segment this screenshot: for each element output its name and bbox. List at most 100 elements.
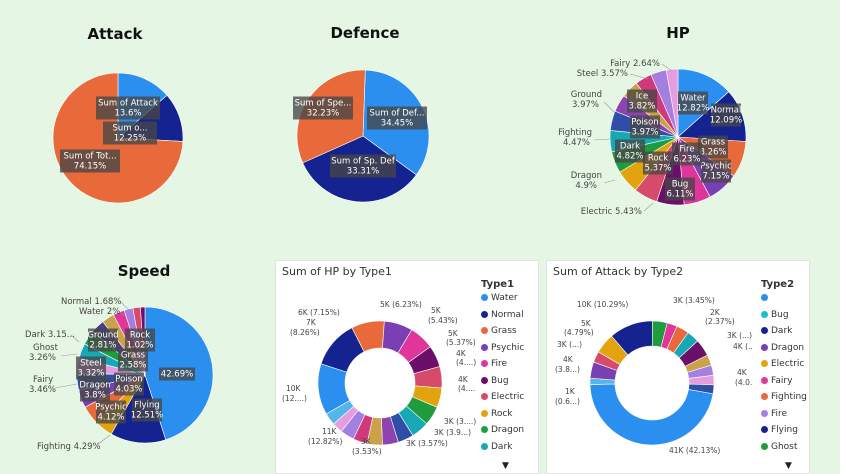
outer-label: 5K (6.23%) [380, 300, 422, 309]
legend-label: Dragon [491, 425, 525, 435]
data-label-text: 12.09% [710, 116, 742, 126]
legend-swatch [481, 294, 488, 301]
data-label-text: 42.69% [161, 370, 193, 380]
outer-label: Steel 3.57% [577, 69, 628, 79]
leader-line [54, 383, 78, 389]
attack-by-type2-donut[interactable]: 10K (10.29%) 3K (3.45%) 2K(2.37%) 3K (...) 4… [547, 281, 752, 471]
legend-item[interactable]: Water [481, 293, 518, 303]
legend-item[interactable]: Ghost [761, 442, 797, 452]
legend-item[interactable]: Psychic [481, 343, 524, 353]
data-label-text: 6.11% [666, 190, 693, 200]
outer-label: Fighting [558, 128, 592, 138]
data-label-text: Bug [672, 180, 689, 190]
outer-label: (2.37%) [705, 317, 735, 326]
outer-label: (4.0...) [735, 378, 752, 387]
outer-label: 5K [448, 329, 459, 338]
data-label-text: Rock [648, 154, 668, 164]
leader-line [603, 179, 616, 184]
legend-swatch [481, 442, 488, 450]
legend-scroll-down-icon[interactable]: ▼ [785, 461, 792, 471]
legend-swatch [481, 360, 488, 367]
legend-label: Fire [491, 359, 508, 369]
legend-swatch [481, 409, 488, 417]
legend-label: Fire [771, 408, 788, 419]
outer-label: (3.53%) [352, 447, 382, 456]
defence-pie-chart[interactable]: Sum of Def...34.45%Sum of Sp. Def33.31%S… [285, 66, 445, 206]
outer-label: 2K [710, 308, 721, 317]
data-label-text: 6.23% [673, 155, 700, 165]
legend-item[interactable] [761, 293, 771, 303]
data-label-text: Ice [636, 92, 648, 102]
data-label-text: 13.6% [114, 109, 141, 119]
legend-item[interactable]: Bug [761, 310, 789, 320]
chart-title-attack: Attack [87, 25, 143, 43]
legend-label: Grass [491, 326, 517, 336]
outer-label: 4K [458, 375, 469, 384]
outer-label: Normal 1.68% [61, 297, 121, 307]
legend-item[interactable]: Dragon [761, 343, 804, 353]
hp-by-type1-donut[interactable]: 5K (6.23%)5K(5.43%)5K(5.37%)4K(4....)4K(… [276, 281, 476, 471]
legend-item[interactable]: Electric [761, 359, 804, 369]
pie-slice[interactable] [589, 383, 714, 446]
legend-item[interactable]: Normal [481, 310, 524, 320]
legend-swatch [481, 393, 488, 400]
leader-line [60, 353, 78, 357]
legend-item[interactable]: Flying [761, 425, 798, 435]
outer-label: (8.26%) [290, 328, 320, 337]
legend-swatch [761, 327, 768, 334]
pie-slice[interactable] [325, 400, 355, 425]
data-label-text: Poison [115, 375, 142, 385]
outer-label: 3.26% [29, 353, 56, 363]
data-label-text: Ground [87, 331, 118, 341]
legend-scroll-down-icon[interactable]: ▼ [502, 461, 509, 471]
outer-label: (12.82%) [308, 437, 343, 446]
data-label-text: Sum of Def... [370, 109, 425, 119]
data-label-text: Dragon [79, 381, 110, 391]
legend-label: Dragon [771, 342, 805, 353]
legend-label: Rock [491, 408, 513, 419]
legend-item[interactable]: Rock [481, 409, 513, 419]
legend-item[interactable]: Fire [481, 359, 507, 369]
data-label-text: Sum of Attack [98, 99, 158, 109]
legend-swatch [761, 409, 768, 417]
data-label: 42.69% [159, 367, 195, 381]
legend-label: Fighting [771, 392, 807, 402]
data-label-text: Grass [121, 351, 146, 361]
data-label-text: 8.26% [699, 148, 726, 158]
speed-pie-chart[interactable]: 42.69%Flying12.51%Psychic4.12%Poison4.03… [25, 292, 225, 452]
outer-label: (3.8...) [555, 365, 580, 374]
leader-line [96, 434, 111, 446]
pie-slice[interactable] [665, 68, 679, 138]
pie-slice[interactable] [688, 383, 715, 395]
legend-label: Fairy [771, 375, 793, 386]
legend-item[interactable]: Grass [481, 326, 517, 336]
outer-label: 4K [737, 368, 748, 377]
data-label-text: Poison [631, 118, 658, 128]
outer-label: 41K (42.13%) [669, 446, 720, 455]
legend-swatch [481, 343, 488, 351]
legend-item[interactable]: Fairy [761, 376, 792, 386]
type1-legend-title: Type1 [481, 279, 515, 290]
outer-label: 10K [286, 384, 302, 393]
legend-item[interactable]: Electric [481, 392, 524, 402]
data-label-text: 3.32% [77, 369, 104, 379]
data-label-text: 2.81% [89, 341, 116, 351]
window-edge [840, 0, 846, 474]
legend-item[interactable]: Bug [481, 376, 509, 386]
legend-item[interactable]: Dragon [481, 425, 524, 435]
legend-item[interactable]: Fighting [761, 392, 807, 402]
legend-item[interactable]: Fire [761, 409, 787, 419]
data-label-text: 12.51% [131, 411, 163, 421]
legend-item[interactable]: Dark [761, 326, 792, 336]
legend-item[interactable]: Dark [481, 442, 512, 452]
data-label-text: Grass [701, 138, 726, 148]
